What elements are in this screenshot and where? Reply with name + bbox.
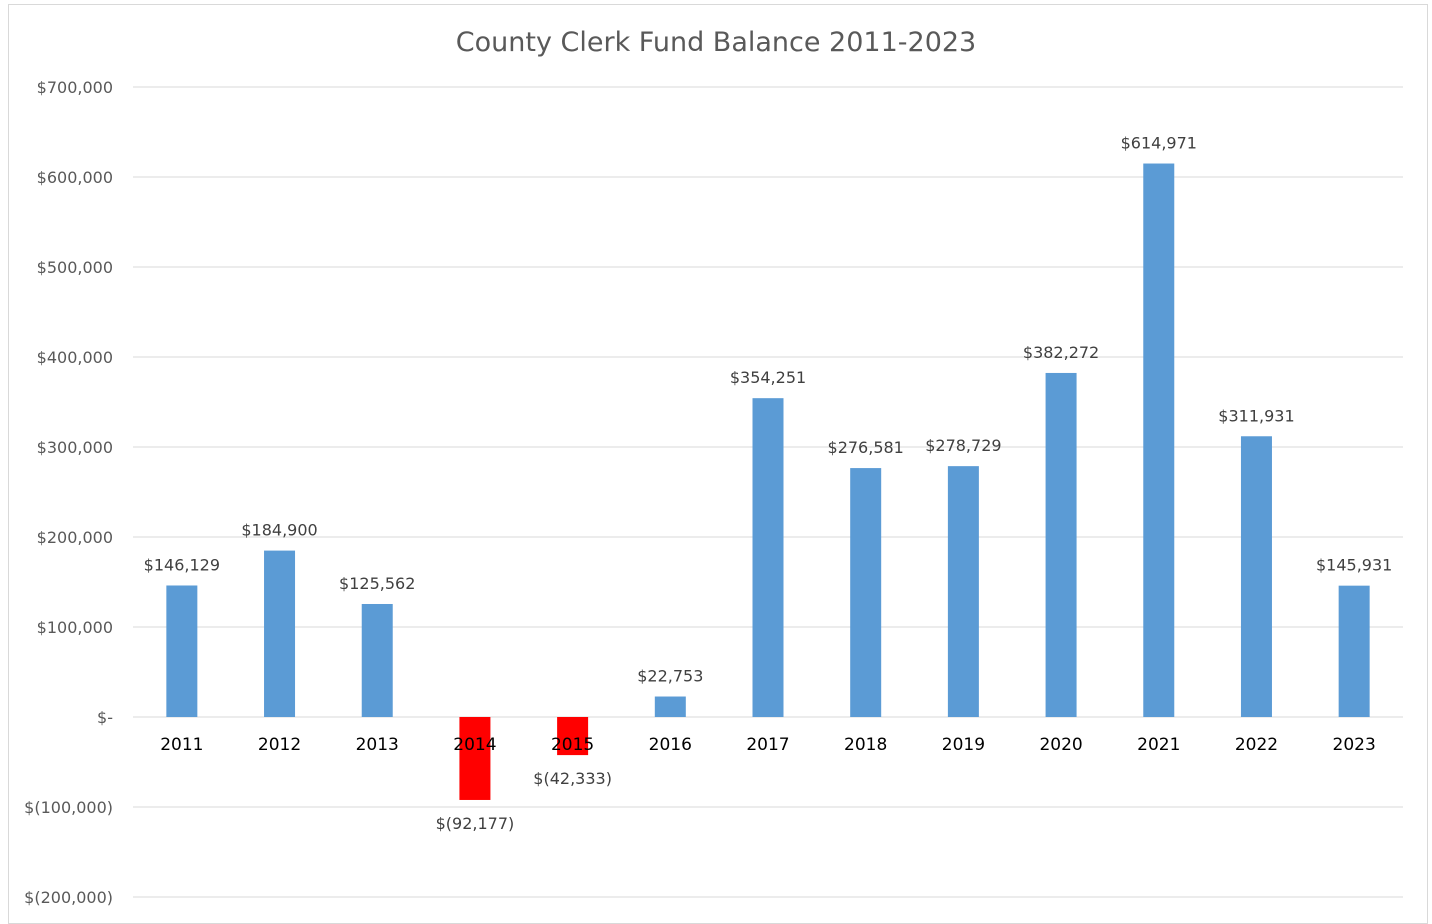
data-label: $145,931 [1316, 556, 1392, 575]
bar-2017 [752, 398, 784, 717]
data-label: $354,251 [730, 368, 806, 387]
y-tick-label: $400,000 [37, 348, 113, 367]
data-label: $311,931 [1218, 406, 1294, 425]
data-label: $(42,333) [533, 769, 612, 788]
x-tick-label: 2015 [551, 735, 594, 755]
x-tick-label: 2013 [356, 735, 399, 755]
bar-2012 [264, 550, 296, 717]
data-label: $382,272 [1023, 343, 1099, 362]
chart-area [8, 4, 1428, 924]
bar-2018 [850, 468, 882, 717]
x-tick-label: 2012 [258, 735, 301, 755]
x-tick-label: 2017 [746, 735, 789, 755]
x-tick-label: 2011 [160, 735, 203, 755]
x-axis-tick-labels: 2011 2012 2013 2014 2015 2016 2017 2018 2019 2020… [160, 735, 1376, 755]
gridlines [133, 86, 1403, 898]
y-tick-label: $(100,000) [24, 798, 113, 817]
x-tick-label: 2021 [1137, 735, 1180, 755]
data-label: $(92,177) [436, 814, 515, 833]
bar-2011 [166, 585, 198, 717]
bar-2013 [361, 603, 393, 717]
bar-2020 [1045, 372, 1077, 717]
y-tick-label: $300,000 [37, 438, 113, 457]
bar-2019 [947, 466, 979, 717]
bars [166, 163, 1370, 800]
data-label: $614,971 [1121, 134, 1197, 153]
data-label: $276,581 [828, 438, 904, 457]
bar-2016 [654, 696, 686, 717]
x-tick-label: 2023 [1333, 735, 1376, 755]
y-tick-label: $200,000 [37, 528, 113, 547]
y-tick-label: $500,000 [37, 258, 113, 277]
bar-2014 [459, 717, 491, 800]
data-label: $184,900 [241, 521, 317, 540]
x-tick-label: 2016 [649, 735, 692, 755]
y-tick-label: $700,000 [37, 78, 113, 97]
x-tick-label: 2019 [942, 735, 985, 755]
data-label: $125,562 [339, 574, 415, 593]
x-tick-label: 2018 [844, 735, 887, 755]
data-label: $22,753 [637, 667, 703, 686]
x-tick-label: 2022 [1235, 735, 1278, 755]
y-tick-label: $(200,000) [24, 888, 113, 907]
chart-title: County Clerk Fund Balance 2011-2023 [456, 27, 976, 58]
data-label: $146,129 [144, 555, 220, 574]
y-tick-label: $100,000 [37, 618, 113, 637]
bar-2023 [1338, 585, 1370, 717]
bar-2021 [1143, 163, 1175, 717]
data-label: $278,729 [925, 436, 1001, 455]
data-labels: $146,129 $184,900 $125,562 $(92,177) $(42,33… [144, 134, 1393, 833]
x-tick-label: 2020 [1039, 735, 1082, 755]
y-tick-label: $600,000 [37, 168, 113, 187]
bar-2015 [557, 717, 589, 756]
bar-2022 [1240, 436, 1272, 717]
x-tick-label: 2014 [453, 735, 496, 755]
y-tick-label: $- [97, 708, 113, 727]
y-axis-tick-labels: $700,000 $600,000 $500,000 $400,000 $300,000… [24, 78, 113, 907]
